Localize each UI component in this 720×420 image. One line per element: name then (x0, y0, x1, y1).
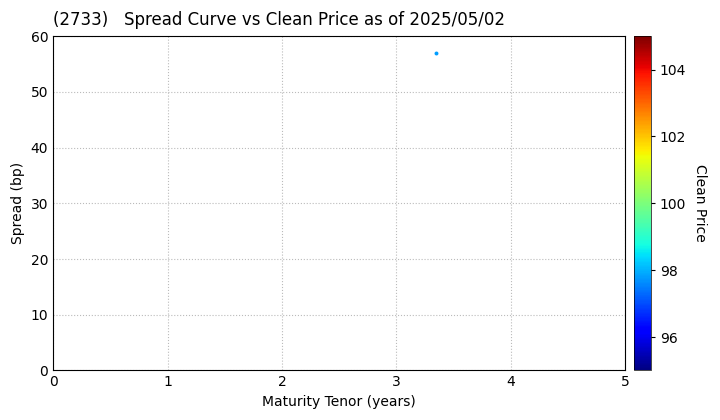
X-axis label: Maturity Tenor (years): Maturity Tenor (years) (262, 395, 416, 409)
Point (431, 50, 442, 56)
Text: (2733)   Spread Curve vs Clean Price as of 2025/05/02: (2733) Spread Curve vs Clean Price as of… (53, 11, 505, 29)
Y-axis label: Clean Price: Clean Price (693, 165, 707, 242)
Y-axis label: Spread (bp): Spread (bp) (11, 162, 25, 244)
